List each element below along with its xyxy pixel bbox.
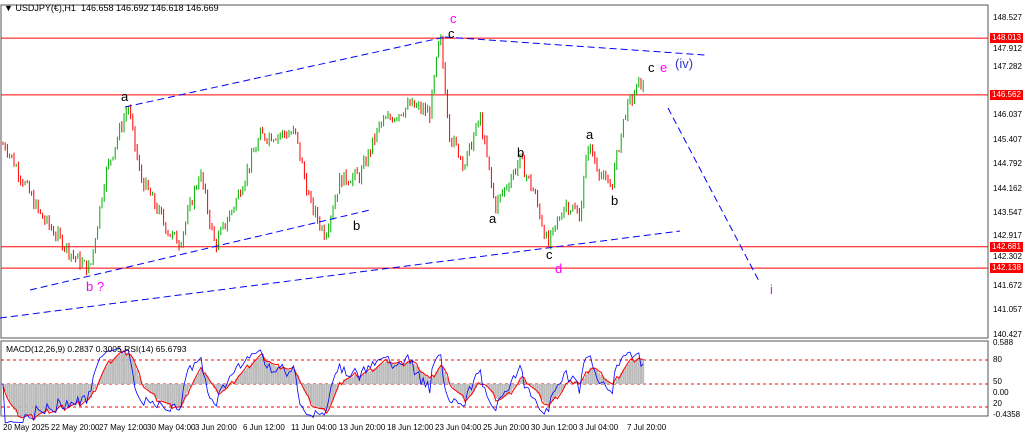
- wave-label: b: [611, 193, 619, 208]
- price-tick: 147.912: [993, 44, 1022, 54]
- time-tick: 7 Jul 20:00: [627, 423, 667, 432]
- time-tick: 27 May 12:00: [99, 423, 148, 432]
- time-tick: 25 Jun 20:00: [483, 423, 530, 432]
- trendline: [29, 209, 371, 291]
- price-tick: 147.282: [993, 61, 1022, 71]
- trendline: [0, 230, 681, 319]
- wave-label: c: [546, 247, 553, 262]
- price-tick: 142.917: [993, 230, 1022, 240]
- wave-label: i: [770, 282, 773, 297]
- trendline: [667, 107, 761, 284]
- wave-label: a: [586, 127, 594, 142]
- ohlc-values: 146.658 146.692 146.618 146.669: [80, 3, 219, 13]
- symbol-header: ▼ USDJPY(€),H1 146.658 146.692 146.618 1…: [4, 3, 219, 13]
- price-tick: 148.527: [993, 13, 1022, 22]
- trendline: [444, 36, 706, 56]
- time-tick: 30 May 04:00: [147, 423, 196, 432]
- indicator-frame: [0, 340, 989, 417]
- time-tick: 20 May 2025: [3, 423, 50, 432]
- wave-label: d: [555, 261, 563, 276]
- time-tick: 3 Jul 04:00: [579, 423, 619, 432]
- level-price-tag: 142.681: [990, 241, 1023, 252]
- level-price-tag: 146.562: [990, 89, 1023, 100]
- level-price-tag: 142.138: [990, 263, 1023, 274]
- price-tick: 141.057: [993, 305, 1022, 315]
- macd-signal-line: [2, 350, 644, 421]
- rsi-line: [2, 347, 644, 424]
- indicator-label: MACD(12,26,9) 0.2837 0.3005 RSI(14) 65.6…: [6, 344, 187, 354]
- price-tick: 141.672: [993, 281, 1022, 291]
- symbol: USDJPY(€),H1: [15, 3, 76, 13]
- wave-label: e: [660, 60, 668, 75]
- price-tick: 143.547: [993, 207, 1022, 217]
- time-tick: 13 Jun 20:00: [339, 423, 386, 432]
- price-tick: 144.792: [993, 159, 1022, 169]
- price-tick: 145.407: [993, 135, 1022, 145]
- wave-label: c: [648, 60, 655, 75]
- price-tick: 142.302: [993, 252, 1022, 262]
- time-tick: 11 Jun 04:00: [291, 423, 337, 432]
- time-tick: 3 Jun 20:00: [195, 423, 237, 432]
- indicator-scale-tick: -0.4358: [993, 410, 1021, 419]
- indicator-level-tick: 50: [993, 377, 1002, 386]
- wave-label: c: [450, 11, 457, 26]
- wave-label: b ?: [86, 279, 105, 294]
- wave-label: (iv): [675, 56, 694, 71]
- price-tick: 146.037: [993, 110, 1022, 120]
- indicator-level-tick: 20: [993, 399, 1002, 408]
- time-tick: 30 Jun 12:00: [531, 423, 578, 432]
- indicator-scale-tick: 0.588: [993, 338, 1014, 347]
- indicator-level-tick: 80: [993, 355, 1002, 364]
- wave-label: c: [448, 26, 455, 41]
- time-tick: 22 May 20:00: [51, 423, 100, 432]
- time-tick: 18 Jun 12:00: [387, 423, 434, 432]
- price-tick: 140.427: [993, 330, 1022, 340]
- indicator-scale-tick: 0.00: [993, 388, 1009, 397]
- time-tick: 6 Jun 12:00: [243, 423, 285, 432]
- level-price-tag: 148.013: [990, 33, 1023, 44]
- wave-label: a: [489, 211, 497, 226]
- wave-label: b: [517, 145, 525, 160]
- main-plot-frame: [0, 4, 989, 339]
- time-tick: 23 Jun 04:00: [435, 423, 482, 432]
- wave-label: b: [353, 218, 361, 233]
- trendline: [124, 36, 446, 108]
- wave-label: a: [121, 89, 129, 104]
- price-tick: 144.162: [993, 183, 1022, 193]
